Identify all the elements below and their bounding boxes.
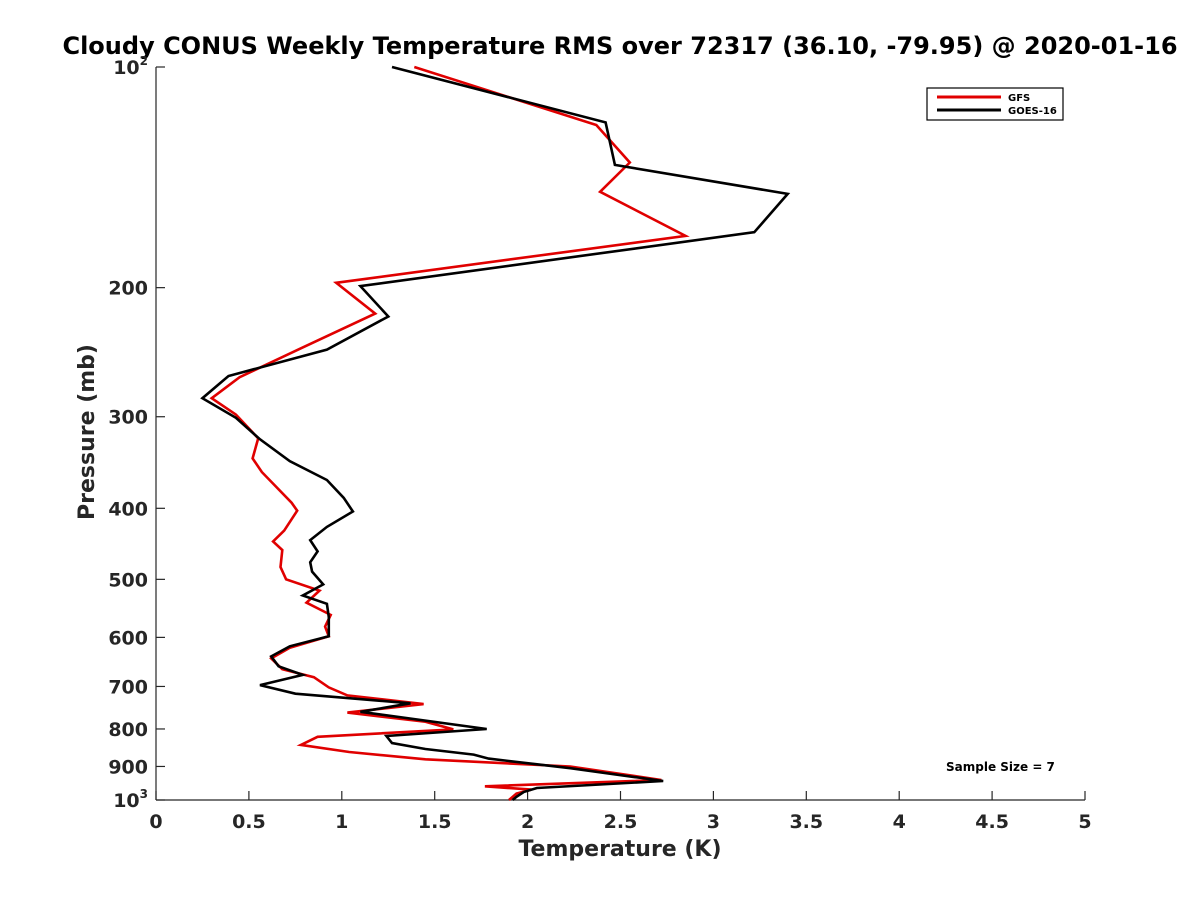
x-tick-label: 4	[893, 811, 906, 833]
series-line-gfs	[209, 65, 690, 801]
x-tick-label: 2	[521, 811, 534, 833]
x-tick-label: 1.5	[418, 811, 452, 833]
x-tick-label: 2.5	[604, 811, 638, 833]
y-tick-label: 400	[108, 498, 148, 520]
x-tick-label: 5	[1078, 811, 1091, 833]
legend-label-goes16: GOES-16	[1008, 106, 1057, 117]
y-tick-label: 900	[108, 756, 148, 778]
legend: GFS GOES-16	[926, 87, 1064, 121]
y-tick-label: 300	[108, 407, 148, 429]
y-tick-label: 500	[108, 569, 148, 591]
y-tick-label: 800	[108, 719, 148, 741]
series-line-goes16	[200, 65, 791, 801]
x-tick-label: 0.5	[232, 811, 266, 833]
legend-box	[926, 87, 1064, 121]
y-tick-label: 103	[113, 787, 148, 812]
axes: 0 0.5 1 1.5 2 2.5 3 3.5 4 4.5 5 102 200 300 400 500 600 7…	[108, 54, 1091, 833]
legend-label-gfs: GFS	[1008, 93, 1030, 104]
y-axis-title: Pressure (mb)	[75, 344, 100, 520]
sample-size-annotation: Sample Size = 7	[946, 760, 1055, 774]
y-tick-label: 600	[108, 627, 148, 649]
x-tick-label: 1	[335, 811, 348, 833]
y-tick-label: 102	[113, 54, 148, 79]
series-group	[200, 65, 791, 801]
x-tick-label: 0	[149, 811, 162, 833]
y-tick-label: 200	[108, 278, 148, 300]
x-tick-label: 3.5	[789, 811, 823, 833]
chart-title: Cloudy CONUS Weekly Temperature RMS over…	[62, 32, 1177, 60]
x-tick-label: 4.5	[975, 811, 1009, 833]
x-tick-label: 3	[707, 811, 720, 833]
y-tick-label: 700	[108, 676, 148, 698]
x-axis-title: Temperature (K)	[518, 837, 721, 862]
